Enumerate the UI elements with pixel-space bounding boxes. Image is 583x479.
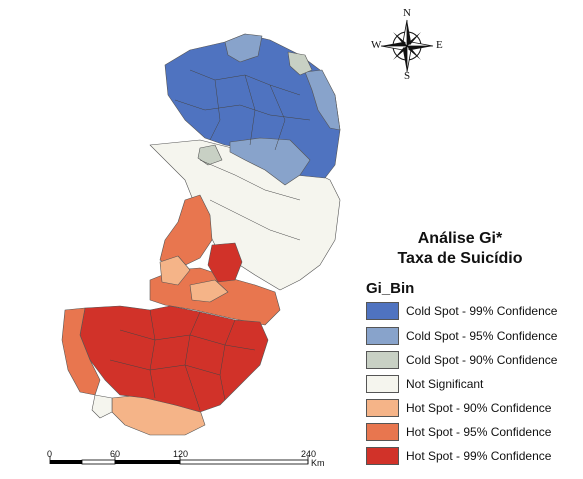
scale-tick-120: 120 — [173, 449, 189, 459]
legend-swatch — [366, 375, 399, 393]
region-cold-90-a — [287, 51, 313, 76]
scale-tick-60: 60 — [110, 449, 121, 459]
compass-rose — [380, 19, 434, 73]
scale-unit: Km — [311, 458, 325, 468]
legend-swatch — [366, 302, 399, 320]
scale-bar — [49, 456, 309, 465]
region-hot-99-central — [207, 242, 243, 283]
legend-item-not-significant: Not Significant — [366, 373, 483, 395]
scale-tick-0: 0 — [47, 449, 53, 459]
legend-item-hot-99: Hot Spot - 99% Confidence — [366, 445, 551, 467]
legend-item-hot-90: Hot Spot - 90% Confidence — [366, 397, 551, 419]
region-hot-95-southwest — [61, 307, 101, 396]
map-subtitle: Taxa de Suicídio — [397, 250, 523, 267]
region-cold-90-b — [197, 144, 223, 166]
legend-label: Cold Spot - 99% Confidence — [406, 304, 558, 318]
map-title: Análise Gi* — [417, 230, 503, 247]
region-hot-90-a — [159, 255, 191, 286]
legend-swatch — [366, 423, 399, 441]
region-hot-95-west — [159, 194, 213, 271]
legend-heading: Gi_Bin — [366, 280, 415, 297]
region-cold-95-b — [304, 69, 341, 131]
legend-swatch — [366, 399, 399, 417]
compass-north-label: N — [403, 7, 411, 19]
legend-label: Hot Spot - 95% Confidence — [406, 425, 552, 439]
legend-swatch — [366, 447, 399, 465]
legend-label: Cold Spot - 95% Confidence — [406, 329, 558, 343]
region-cold-95-c — [229, 137, 311, 186]
legend-label: Hot Spot - 90% Confidence — [406, 401, 552, 415]
region-not-significant-south — [91, 394, 113, 419]
legend-item-cold-99: Cold Spot - 99% Confidence — [366, 300, 557, 322]
legend-item-cold-95: Cold Spot - 95% Confidence — [366, 325, 557, 347]
legend-swatch — [366, 351, 399, 369]
compass-south-label: S — [404, 70, 411, 82]
legend-label: Not Significant — [406, 377, 484, 391]
legend-label: Cold Spot - 90% Confidence — [406, 353, 558, 367]
legend-item-hot-95: Hot Spot - 95% Confidence — [366, 421, 551, 443]
region-cold-95-a — [224, 33, 263, 63]
compass-east-label: E — [436, 39, 443, 51]
region-hot-99-south — [79, 305, 269, 413]
scale-tick-240: 240 — [301, 449, 317, 459]
region-hot-90-b — [189, 279, 229, 303]
legend-item-cold-90: Cold Spot - 90% Confidence — [366, 349, 557, 371]
compass-west-label: W — [371, 39, 382, 51]
legend-label: Hot Spot - 99% Confidence — [406, 449, 552, 463]
legend-swatch — [366, 327, 399, 345]
